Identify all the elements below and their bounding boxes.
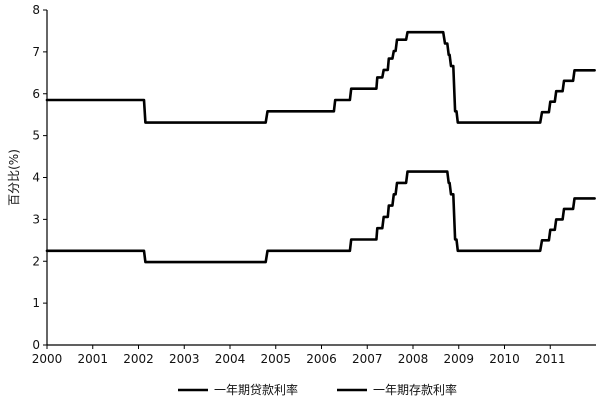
legend: 一年期贷款利率 一年期存款利率 [178, 382, 457, 397]
x-tick-label: 2009 [443, 352, 474, 366]
series-line-2 [45, 170, 596, 264]
y-tick-label: 8 [32, 3, 40, 17]
legend-label: 一年期贷款利率 [214, 382, 298, 397]
legend-label: 一年期存款利率 [373, 382, 457, 397]
y-tick-label: 0 [32, 338, 40, 352]
series-lines [45, 30, 596, 264]
y-tick-label: 5 [32, 129, 40, 143]
y-tick-label: 1 [32, 296, 40, 310]
y-tick-label: 7 [32, 45, 40, 59]
series-line-1 [45, 30, 596, 124]
y-tick-label: 2 [32, 254, 40, 268]
x-tick-label: 2002 [123, 352, 154, 366]
x-tick-label: 2005 [260, 352, 291, 366]
x-tick-label: 2004 [215, 352, 246, 366]
y-tick-label: 6 [32, 87, 40, 101]
x-tick-label: 2003 [169, 352, 200, 366]
y-tick-label: 3 [32, 212, 40, 226]
x-tick-label: 2007 [352, 352, 383, 366]
x-tick-label: 2010 [489, 352, 520, 366]
x-tick-label: 2001 [77, 352, 108, 366]
tick-labels: 0 1 2 3 4 5 6 7 8 2000 2001 2002 2003 2004 2005 2006 200… [32, 3, 566, 366]
axes [43, 9, 596, 349]
y-tick-label: 4 [32, 171, 40, 185]
x-tick-label: 2011 [535, 352, 566, 366]
x-tick-label: 2006 [306, 352, 337, 366]
y-axis-title: 百分比(%) [7, 149, 21, 206]
x-tick-label: 2008 [398, 352, 429, 366]
x-tick-label: 2000 [32, 352, 63, 366]
